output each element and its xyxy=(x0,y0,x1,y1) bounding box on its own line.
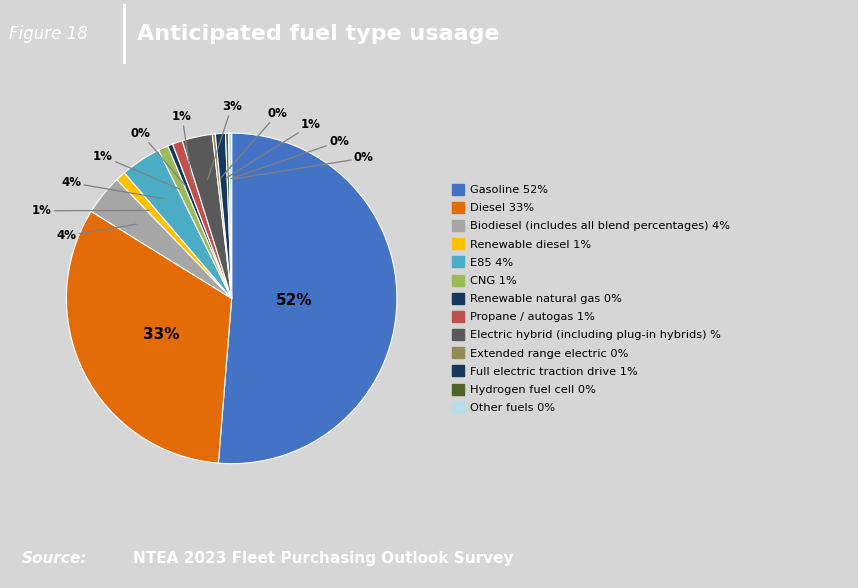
Text: 52%: 52% xyxy=(276,293,312,309)
Wedge shape xyxy=(168,144,232,299)
Text: NTEA 2023 Fleet Purchasing Outlook Survey: NTEA 2023 Fleet Purchasing Outlook Surve… xyxy=(133,551,513,566)
Wedge shape xyxy=(124,151,232,299)
Wedge shape xyxy=(219,133,397,464)
Text: 0%: 0% xyxy=(231,135,349,179)
Text: 33%: 33% xyxy=(142,327,179,342)
Wedge shape xyxy=(226,133,232,299)
Wedge shape xyxy=(212,134,232,299)
Wedge shape xyxy=(172,141,232,299)
Wedge shape xyxy=(117,173,232,299)
Legend: Gasoline 52%, Diesel 33%, Biodiesel (includes all blend percentages) 4%, Renewab: Gasoline 52%, Diesel 33%, Biodiesel (inc… xyxy=(452,183,730,413)
Text: Figure 18: Figure 18 xyxy=(9,25,88,43)
Text: 0%: 0% xyxy=(130,126,185,186)
Text: 0%: 0% xyxy=(233,152,374,179)
Text: 1%: 1% xyxy=(172,110,192,183)
Text: 1%: 1% xyxy=(32,205,149,218)
Text: 4%: 4% xyxy=(57,224,136,242)
Wedge shape xyxy=(182,134,232,299)
Text: 4%: 4% xyxy=(62,176,164,199)
Text: Anticipated fuel type usaage: Anticipated fuel type usaage xyxy=(137,24,499,44)
Wedge shape xyxy=(159,146,232,299)
Text: 0%: 0% xyxy=(221,107,288,178)
Wedge shape xyxy=(91,179,232,299)
Text: Source:: Source: xyxy=(21,551,87,566)
Text: 1%: 1% xyxy=(93,150,180,189)
Text: 3%: 3% xyxy=(208,100,242,179)
Wedge shape xyxy=(228,133,232,299)
Wedge shape xyxy=(215,133,232,299)
Wedge shape xyxy=(66,212,232,463)
Text: 1%: 1% xyxy=(226,118,321,178)
